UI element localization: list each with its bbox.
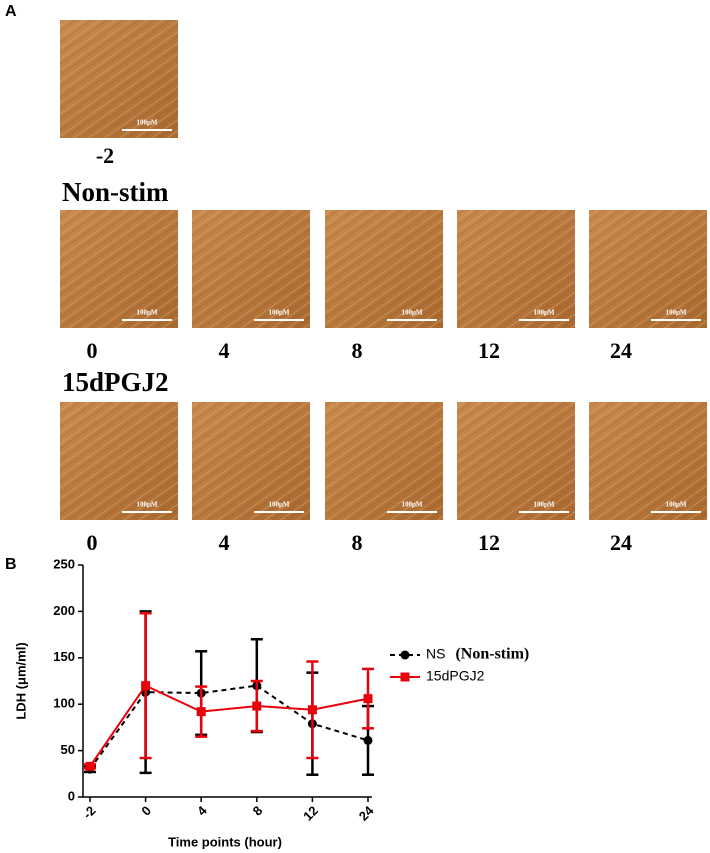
scale-bar-label: 100μM bbox=[665, 501, 686, 509]
panel-label: B bbox=[5, 556, 17, 573]
micrograph-texture bbox=[457, 210, 575, 328]
scale-bar-label: 100μM bbox=[401, 501, 422, 509]
time-label: 8 bbox=[352, 530, 363, 555]
panel-label: A bbox=[5, 3, 17, 20]
series-line bbox=[89, 684, 369, 767]
x-tick-label: 0 bbox=[138, 803, 154, 819]
scale-bar-label: 100μM bbox=[136, 119, 157, 127]
micrograph-texture bbox=[60, 20, 178, 138]
micrograph: 100μM bbox=[60, 402, 178, 520]
x-tick-label: 24 bbox=[356, 802, 377, 823]
y-tick-label: 200 bbox=[53, 603, 75, 618]
micrograph-texture bbox=[60, 210, 178, 328]
micrograph-texture bbox=[457, 402, 575, 520]
time-label: 12 bbox=[478, 530, 500, 555]
micrograph-texture bbox=[60, 402, 178, 520]
micrograph-texture bbox=[192, 402, 310, 520]
group-label: Non-stim bbox=[62, 177, 169, 207]
time-label: 4 bbox=[219, 530, 230, 555]
scale-bar-label: 100μM bbox=[136, 501, 157, 509]
time-label: 24 bbox=[610, 530, 632, 555]
time-label: 4 bbox=[219, 338, 230, 363]
scale-bar-label: 100μM bbox=[665, 309, 686, 317]
micrograph: 100μM bbox=[457, 402, 575, 520]
data-point bbox=[307, 705, 317, 715]
micrograph-texture bbox=[325, 402, 443, 520]
legend-label: NS bbox=[426, 646, 445, 662]
y-tick-label: 250 bbox=[53, 556, 75, 571]
micrograph-texture bbox=[589, 210, 707, 328]
scale-bar-label: 100μM bbox=[136, 309, 157, 317]
data-point bbox=[363, 694, 373, 704]
data-point bbox=[196, 707, 206, 717]
y-tick-label: 0 bbox=[68, 788, 75, 803]
scale-bar-label: 100μM bbox=[401, 309, 422, 317]
legend-marker bbox=[400, 672, 410, 682]
group-label: 15dPGJ2 bbox=[62, 367, 169, 397]
micrograph: 100μM bbox=[589, 402, 707, 520]
micrograph: 100μM bbox=[60, 20, 178, 138]
time-label: 12 bbox=[478, 338, 500, 363]
legend-label: 15dPGJ2 bbox=[426, 668, 485, 684]
x-tick-label: -2 bbox=[80, 803, 99, 822]
time-label: 0 bbox=[87, 338, 98, 363]
scale-bar-label: 100μM bbox=[533, 309, 554, 317]
micrograph: 100μM bbox=[192, 210, 310, 328]
x-axis-label: Time points (hour) bbox=[168, 834, 282, 849]
legend-note: (Non-stim) bbox=[455, 646, 529, 663]
x-tick-label: 4 bbox=[194, 802, 210, 818]
time-label: 0 bbox=[87, 530, 98, 555]
scale-bar-label: 100μM bbox=[268, 309, 289, 317]
data-point bbox=[252, 701, 262, 711]
micrograph: 100μM bbox=[60, 210, 178, 328]
micrograph-texture bbox=[192, 210, 310, 328]
x-tick-label: 8 bbox=[250, 803, 266, 819]
micrograph: 100μM bbox=[589, 210, 707, 328]
y-tick-label: 50 bbox=[61, 742, 75, 757]
micrograph: 100μM bbox=[192, 402, 310, 520]
time-label: 8 bbox=[352, 338, 363, 363]
micrograph-texture bbox=[589, 402, 707, 520]
time-label: -2 bbox=[96, 143, 114, 168]
x-tick-label: 12 bbox=[300, 803, 321, 824]
scale-bar-label: 100μM bbox=[268, 501, 289, 509]
scale-bar-label: 100μM bbox=[533, 501, 554, 509]
data-point bbox=[363, 735, 373, 745]
y-tick-label: 100 bbox=[53, 696, 75, 711]
data-point bbox=[141, 681, 151, 691]
micrograph-texture bbox=[325, 210, 443, 328]
y-tick-label: 150 bbox=[53, 649, 75, 664]
micrograph: 100μM bbox=[325, 210, 443, 328]
y-axis-label: LDH (μm/ml) bbox=[13, 642, 28, 719]
series-line bbox=[89, 684, 369, 770]
data-point bbox=[85, 761, 95, 771]
time-label: 24 bbox=[610, 338, 632, 363]
micrograph: 100μM bbox=[325, 402, 443, 520]
legend-marker bbox=[400, 650, 410, 660]
micrograph: 100μM bbox=[457, 210, 575, 328]
